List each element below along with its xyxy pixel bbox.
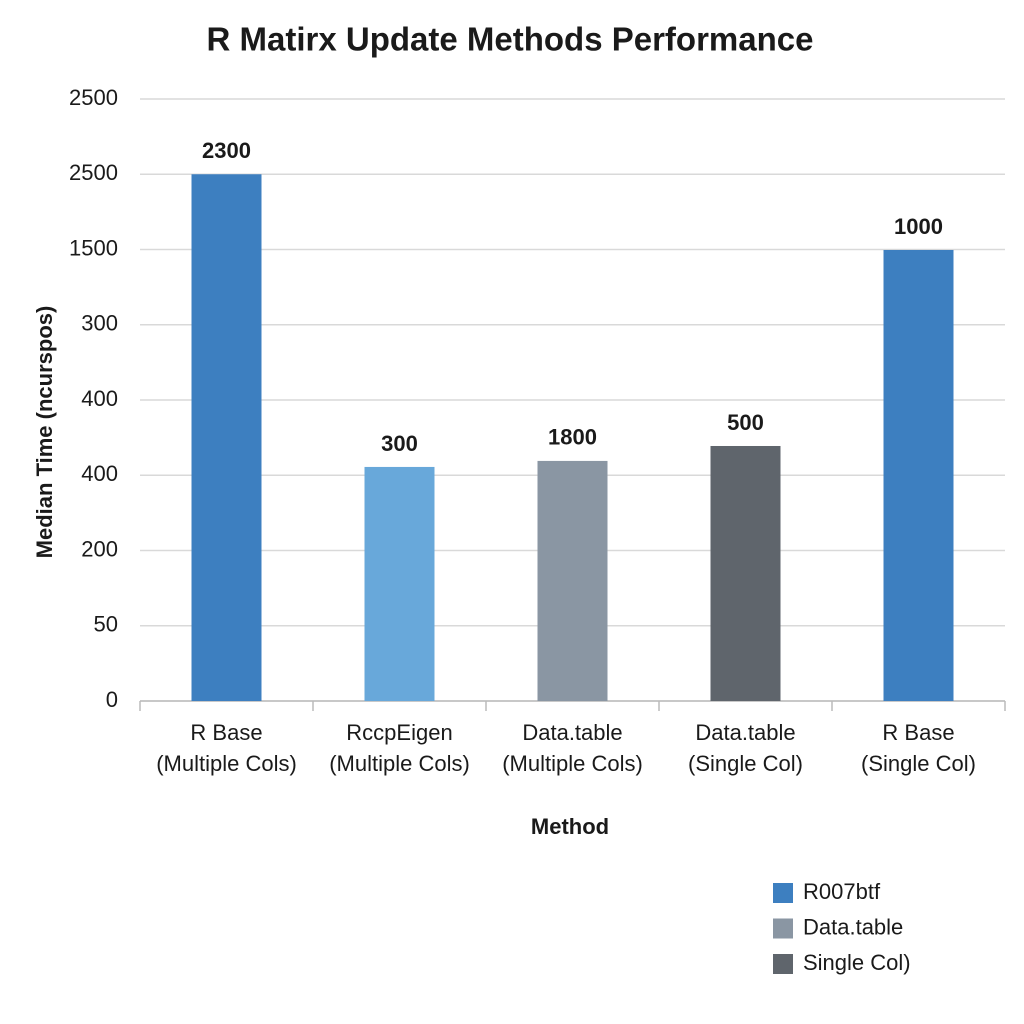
legend-label: R007btf [803,879,881,904]
x-tick-label: Data.table [522,720,622,745]
y-tick-label: 1500 [69,235,118,260]
y-tick-label: 0 [106,687,118,712]
x-tick-label: RccpEigen [346,720,452,745]
bar [364,466,435,701]
x-tick-label: (Multiple Cols) [329,751,470,776]
legend-label: Data.table [803,914,903,939]
bar [191,174,262,701]
bar [537,460,608,701]
data-label: 300 [381,431,418,456]
bar [883,249,954,701]
data-label: 1000 [894,214,943,239]
data-label: 2300 [202,138,251,163]
x-tick-label: R Base [190,720,262,745]
x-tick-label: R Base [882,720,954,745]
y-tick-label: 2500 [69,85,118,110]
data-label: 1800 [548,425,597,450]
y-tick-label: 50 [94,612,118,637]
y-tick-label: 300 [81,311,118,336]
x-tick-label: (Multiple Cols) [156,751,297,776]
legend-swatch [773,883,793,903]
bar [710,445,781,701]
y-tick-label: 400 [81,461,118,486]
data-label: 500 [727,410,764,435]
x-tick-label: Data.table [695,720,795,745]
legend-label: Single Col) [803,950,911,975]
legend-swatch [773,954,793,974]
y-axis-title: Median Time (ncurspos) [32,306,57,559]
x-tick-label: (Multiple Cols) [502,751,643,776]
chart-title: R Matirx Update Methods Performance [207,21,814,58]
y-tick-label: 2500 [69,160,118,185]
y-tick-label: 200 [81,536,118,561]
legend-swatch [773,918,793,939]
y-tick-label: 400 [81,386,118,411]
x-tick-label: (Single Col) [861,751,976,776]
x-tick-label: (Single Col) [688,751,803,776]
x-axis-title: Method [531,814,609,839]
